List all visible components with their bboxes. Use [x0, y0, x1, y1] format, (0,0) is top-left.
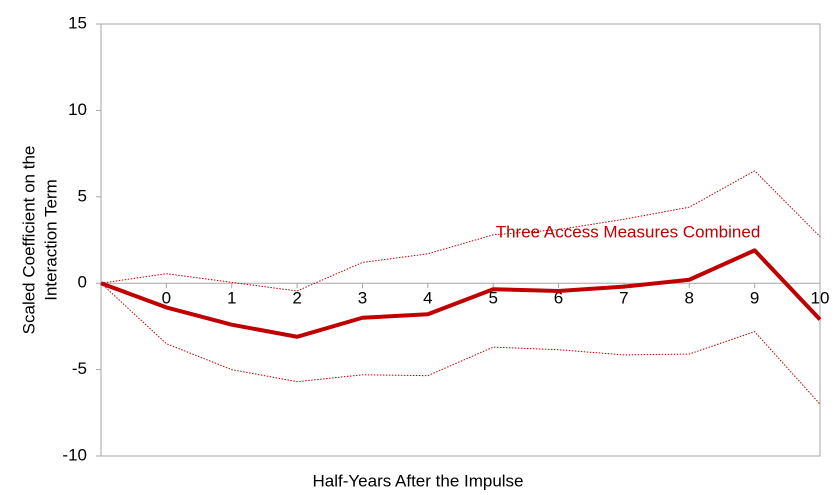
y-axis-title: Interaction Term [41, 179, 60, 301]
x-tick-label: 8 [685, 289, 694, 308]
y-tick-label: -5 [72, 359, 87, 378]
y-tick-label: 10 [68, 100, 87, 119]
y-tick-label: 5 [78, 186, 87, 205]
x-axis-title: Half-Years After the Impulse [312, 471, 523, 490]
x-tick-label: 7 [619, 289, 628, 308]
x-tick-label: 1 [227, 289, 236, 308]
band-line [100, 170, 821, 292]
x-tick-label: 0 [162, 289, 171, 308]
band-line [100, 282, 821, 405]
y-tick-label: -10 [62, 445, 87, 464]
x-tick-label: 9 [750, 289, 759, 308]
x-tick-label: 4 [423, 289, 432, 308]
x-tick-label: 5 [488, 289, 497, 308]
x-tick-label: 2 [292, 289, 301, 308]
plot-frame [100, 23, 821, 457]
x-tick-label: 10 [811, 289, 830, 308]
y-tick-label: 15 [68, 13, 87, 32]
x-tick-label: 3 [358, 289, 367, 308]
x-tick-label: 6 [554, 289, 563, 308]
y-tick-label: 0 [78, 273, 87, 292]
y-axis-title: Scaled Coefficient on the [19, 146, 38, 335]
annotation: Three Access Measures Combined [496, 222, 761, 241]
data-line [100, 248, 822, 339]
